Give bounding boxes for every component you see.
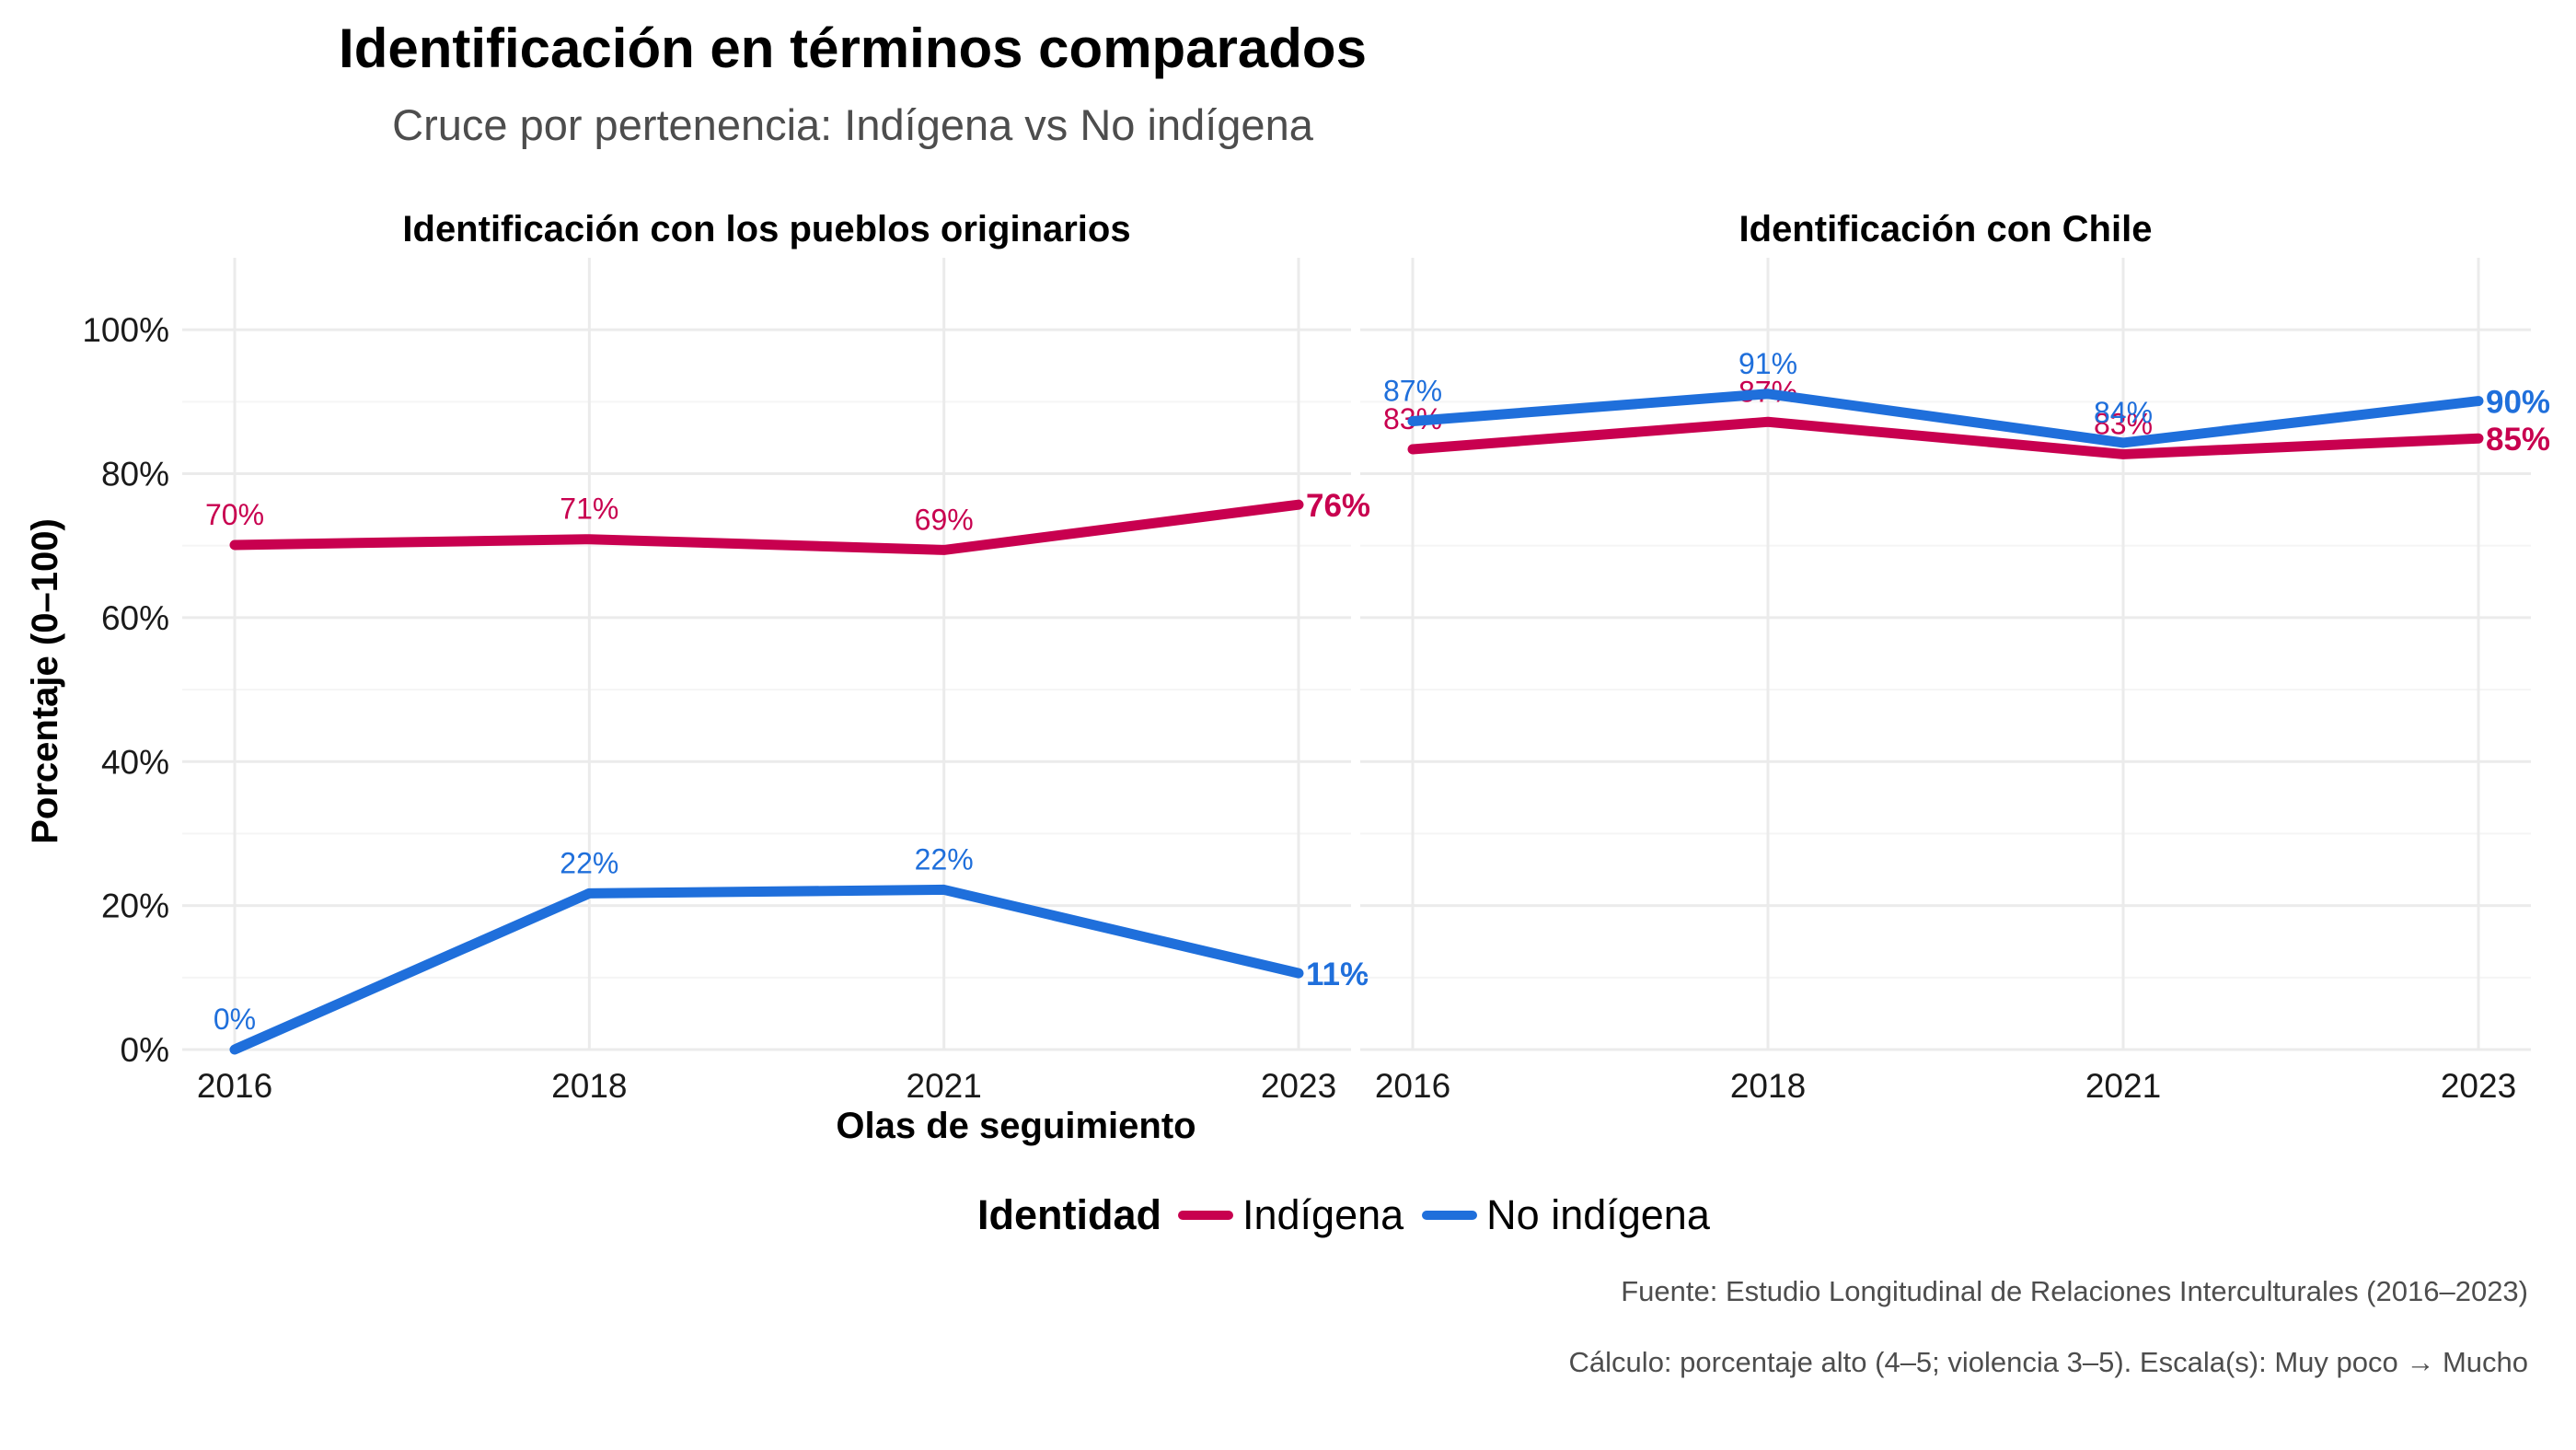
data-label: 22% — [560, 846, 618, 879]
legend-item-indigena: Indígena — [1178, 1191, 1404, 1239]
data-label: 69% — [915, 503, 974, 536]
series-line-no-indigena — [229, 884, 1304, 1055]
legend-item-no-indigena: No indígena — [1422, 1191, 1710, 1239]
series-line-no-indigena — [1407, 389, 2484, 448]
panel-1: Identificación con los pueblos originari… — [82, 209, 1370, 1105]
panel-title: Identificación con los pueblos originari… — [402, 209, 1130, 249]
panel-title: Identificación con Chile — [1739, 209, 2153, 249]
data-label: 70% — [205, 498, 264, 531]
x-tick-label: 2018 — [551, 1067, 627, 1105]
data-label: 87% — [1383, 374, 1442, 407]
x-tick-label: 2023 — [1261, 1067, 1336, 1105]
data-label: 85% — [2486, 422, 2550, 458]
chart-title: Identificación en términos comparados — [339, 17, 1367, 79]
data-label: 90% — [2486, 385, 2550, 421]
data-label: 11% — [1306, 957, 1369, 992]
series-line-indigena — [1407, 416, 2484, 459]
x-tick-label: 2021 — [2085, 1067, 2161, 1105]
x-tick-label: 2018 — [1730, 1067, 1806, 1105]
data-label: 91% — [1739, 347, 1797, 380]
y-tick-label: 0% — [121, 1031, 169, 1069]
data-label: 71% — [560, 493, 618, 526]
y-axis-label: Porcentaje (0–100) — [25, 518, 65, 844]
y-tick-label: 100% — [82, 311, 169, 349]
data-label: 0% — [214, 1003, 256, 1036]
legend-swatch-no-indigena — [1422, 1211, 1478, 1220]
chart-subtitle: Cruce por pertenencia: Indígena vs No in… — [392, 100, 1313, 149]
y-tick-label: 60% — [101, 599, 169, 637]
legend-label-no-indigena: No indígena — [1486, 1191, 1710, 1238]
y-tick-label: 80% — [101, 456, 169, 493]
x-tick-label: 2023 — [2441, 1067, 2516, 1105]
y-tick-label: 20% — [101, 887, 169, 925]
panel-2: Identificación con Chile 2016 2018 2021 2023… — [1360, 209, 2550, 1105]
x-tick-label: 2016 — [197, 1067, 272, 1105]
data-label: 22% — [915, 842, 974, 876]
legend-label-indigena: Indígena — [1242, 1191, 1404, 1238]
x-axis-label: Olas de seguimiento — [836, 1106, 1196, 1146]
data-label: 76% — [1306, 488, 1370, 524]
y-tick-label: 40% — [101, 743, 169, 781]
data-label: 84% — [2094, 396, 2153, 429]
x-tick-label: 2016 — [1375, 1067, 1450, 1105]
caption-calc: Cálculo: porcentaje alto (4–5; violencia… — [1568, 1346, 2528, 1378]
legend-swatch-indigena — [1178, 1211, 1233, 1220]
legend-title: Identidad — [977, 1191, 1161, 1238]
legend: Identidad Indígena No indígena — [977, 1188, 1728, 1243]
x-tick-label: 2021 — [907, 1067, 982, 1105]
series-line-indigena — [229, 499, 1304, 555]
caption-source: Fuente: Estudio Longitudinal de Relacion… — [1621, 1275, 2528, 1307]
